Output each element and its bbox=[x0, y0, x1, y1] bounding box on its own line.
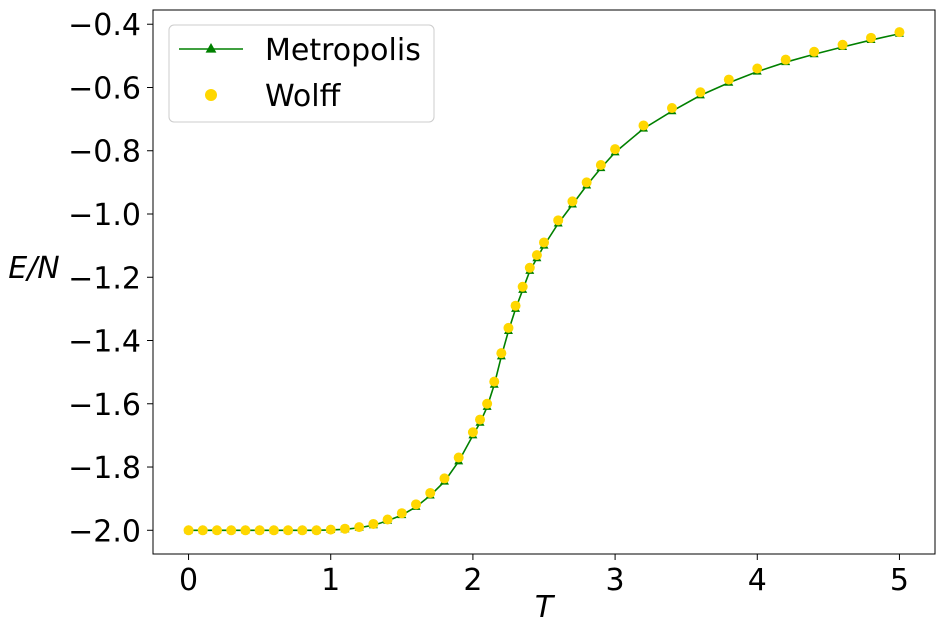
x-tick-label: 2 bbox=[463, 563, 482, 598]
x-tick-label: 3 bbox=[606, 563, 625, 598]
wolff-point bbox=[425, 487, 436, 498]
wolff-point bbox=[809, 46, 820, 57]
wolff-point bbox=[524, 262, 535, 273]
wolff-point bbox=[467, 427, 478, 438]
y-tick-label: −1.0 bbox=[68, 198, 141, 233]
y-axis-label: E/N bbox=[8, 251, 60, 286]
x-axis: 0 1 2 3 4 5 bbox=[179, 554, 909, 598]
wolff-point bbox=[197, 525, 208, 536]
wolff-point bbox=[297, 525, 308, 536]
y-tick-label: −1.6 bbox=[68, 388, 141, 423]
wolff-point bbox=[489, 376, 500, 387]
wolff-point bbox=[752, 63, 763, 74]
wolff-point bbox=[638, 120, 649, 131]
wolff-point bbox=[339, 523, 350, 534]
wolff-point bbox=[411, 499, 422, 510]
wolff-point bbox=[567, 196, 578, 207]
wolff-point bbox=[226, 525, 237, 536]
wolff-point bbox=[866, 32, 877, 43]
wolff-point bbox=[723, 74, 734, 85]
x-tick-label: 1 bbox=[321, 563, 340, 598]
wolff-point bbox=[396, 508, 407, 519]
wolff-point bbox=[311, 525, 322, 536]
metropolis-line bbox=[188, 32, 900, 532]
wolff-point bbox=[610, 144, 621, 155]
wolff-point bbox=[666, 103, 677, 114]
wolff-point bbox=[503, 322, 514, 333]
x-tick-label: 0 bbox=[179, 563, 198, 598]
wolff-point bbox=[475, 414, 486, 425]
wolff-point bbox=[240, 525, 251, 536]
wolff-point bbox=[439, 473, 450, 484]
x-tick-label: 5 bbox=[890, 563, 909, 598]
legend-metropolis-label: Metropolis bbox=[265, 33, 421, 68]
y-tick-label: −1.8 bbox=[68, 451, 141, 486]
wolff-point bbox=[325, 524, 336, 535]
wolff-point bbox=[368, 518, 379, 529]
wolff-point bbox=[453, 452, 464, 463]
x-tick-label: 4 bbox=[748, 563, 767, 598]
wolff-point bbox=[531, 250, 542, 261]
wolff-point bbox=[595, 159, 606, 170]
y-tick-label: −0.6 bbox=[68, 71, 141, 106]
wolff-point bbox=[695, 87, 706, 98]
legend-wolff-label: Wolff bbox=[265, 79, 342, 114]
wolff-point bbox=[268, 525, 279, 536]
y-tick-label: −0.4 bbox=[68, 8, 141, 43]
wolff-point bbox=[254, 525, 265, 536]
series-layer bbox=[183, 27, 905, 536]
wolff-point bbox=[581, 177, 592, 188]
y-tick-label: −1.4 bbox=[68, 325, 141, 360]
wolff-point bbox=[482, 398, 493, 409]
wolff-point bbox=[539, 237, 549, 248]
y-tick-label: −2.0 bbox=[68, 514, 141, 549]
wolff-point bbox=[517, 281, 528, 292]
wolff-point bbox=[354, 522, 365, 533]
wolff-point bbox=[496, 348, 507, 359]
wolff-point bbox=[382, 514, 393, 525]
y-tick-label: −1.2 bbox=[68, 261, 141, 296]
wolff-point bbox=[510, 300, 521, 311]
legend-metropolis-marker bbox=[205, 43, 217, 53]
wolff-point bbox=[183, 525, 194, 536]
wolff-point bbox=[211, 525, 222, 536]
y-axis: −2.0 −1.8 −1.6 −1.4 −1.2 −1.0 −0.8 −0.6 −0.4 bbox=[68, 8, 153, 549]
wolff-point bbox=[837, 39, 848, 50]
y-tick-label: −0.8 bbox=[68, 135, 141, 170]
wolff-point bbox=[553, 215, 564, 226]
wolff-point bbox=[283, 525, 294, 536]
wolff-point bbox=[894, 27, 905, 38]
wolff-point bbox=[780, 54, 791, 65]
legend: Metropolis Wolff bbox=[168, 24, 435, 123]
legend-wolff-marker bbox=[205, 89, 217, 101]
x-axis-label: T bbox=[535, 590, 556, 625]
